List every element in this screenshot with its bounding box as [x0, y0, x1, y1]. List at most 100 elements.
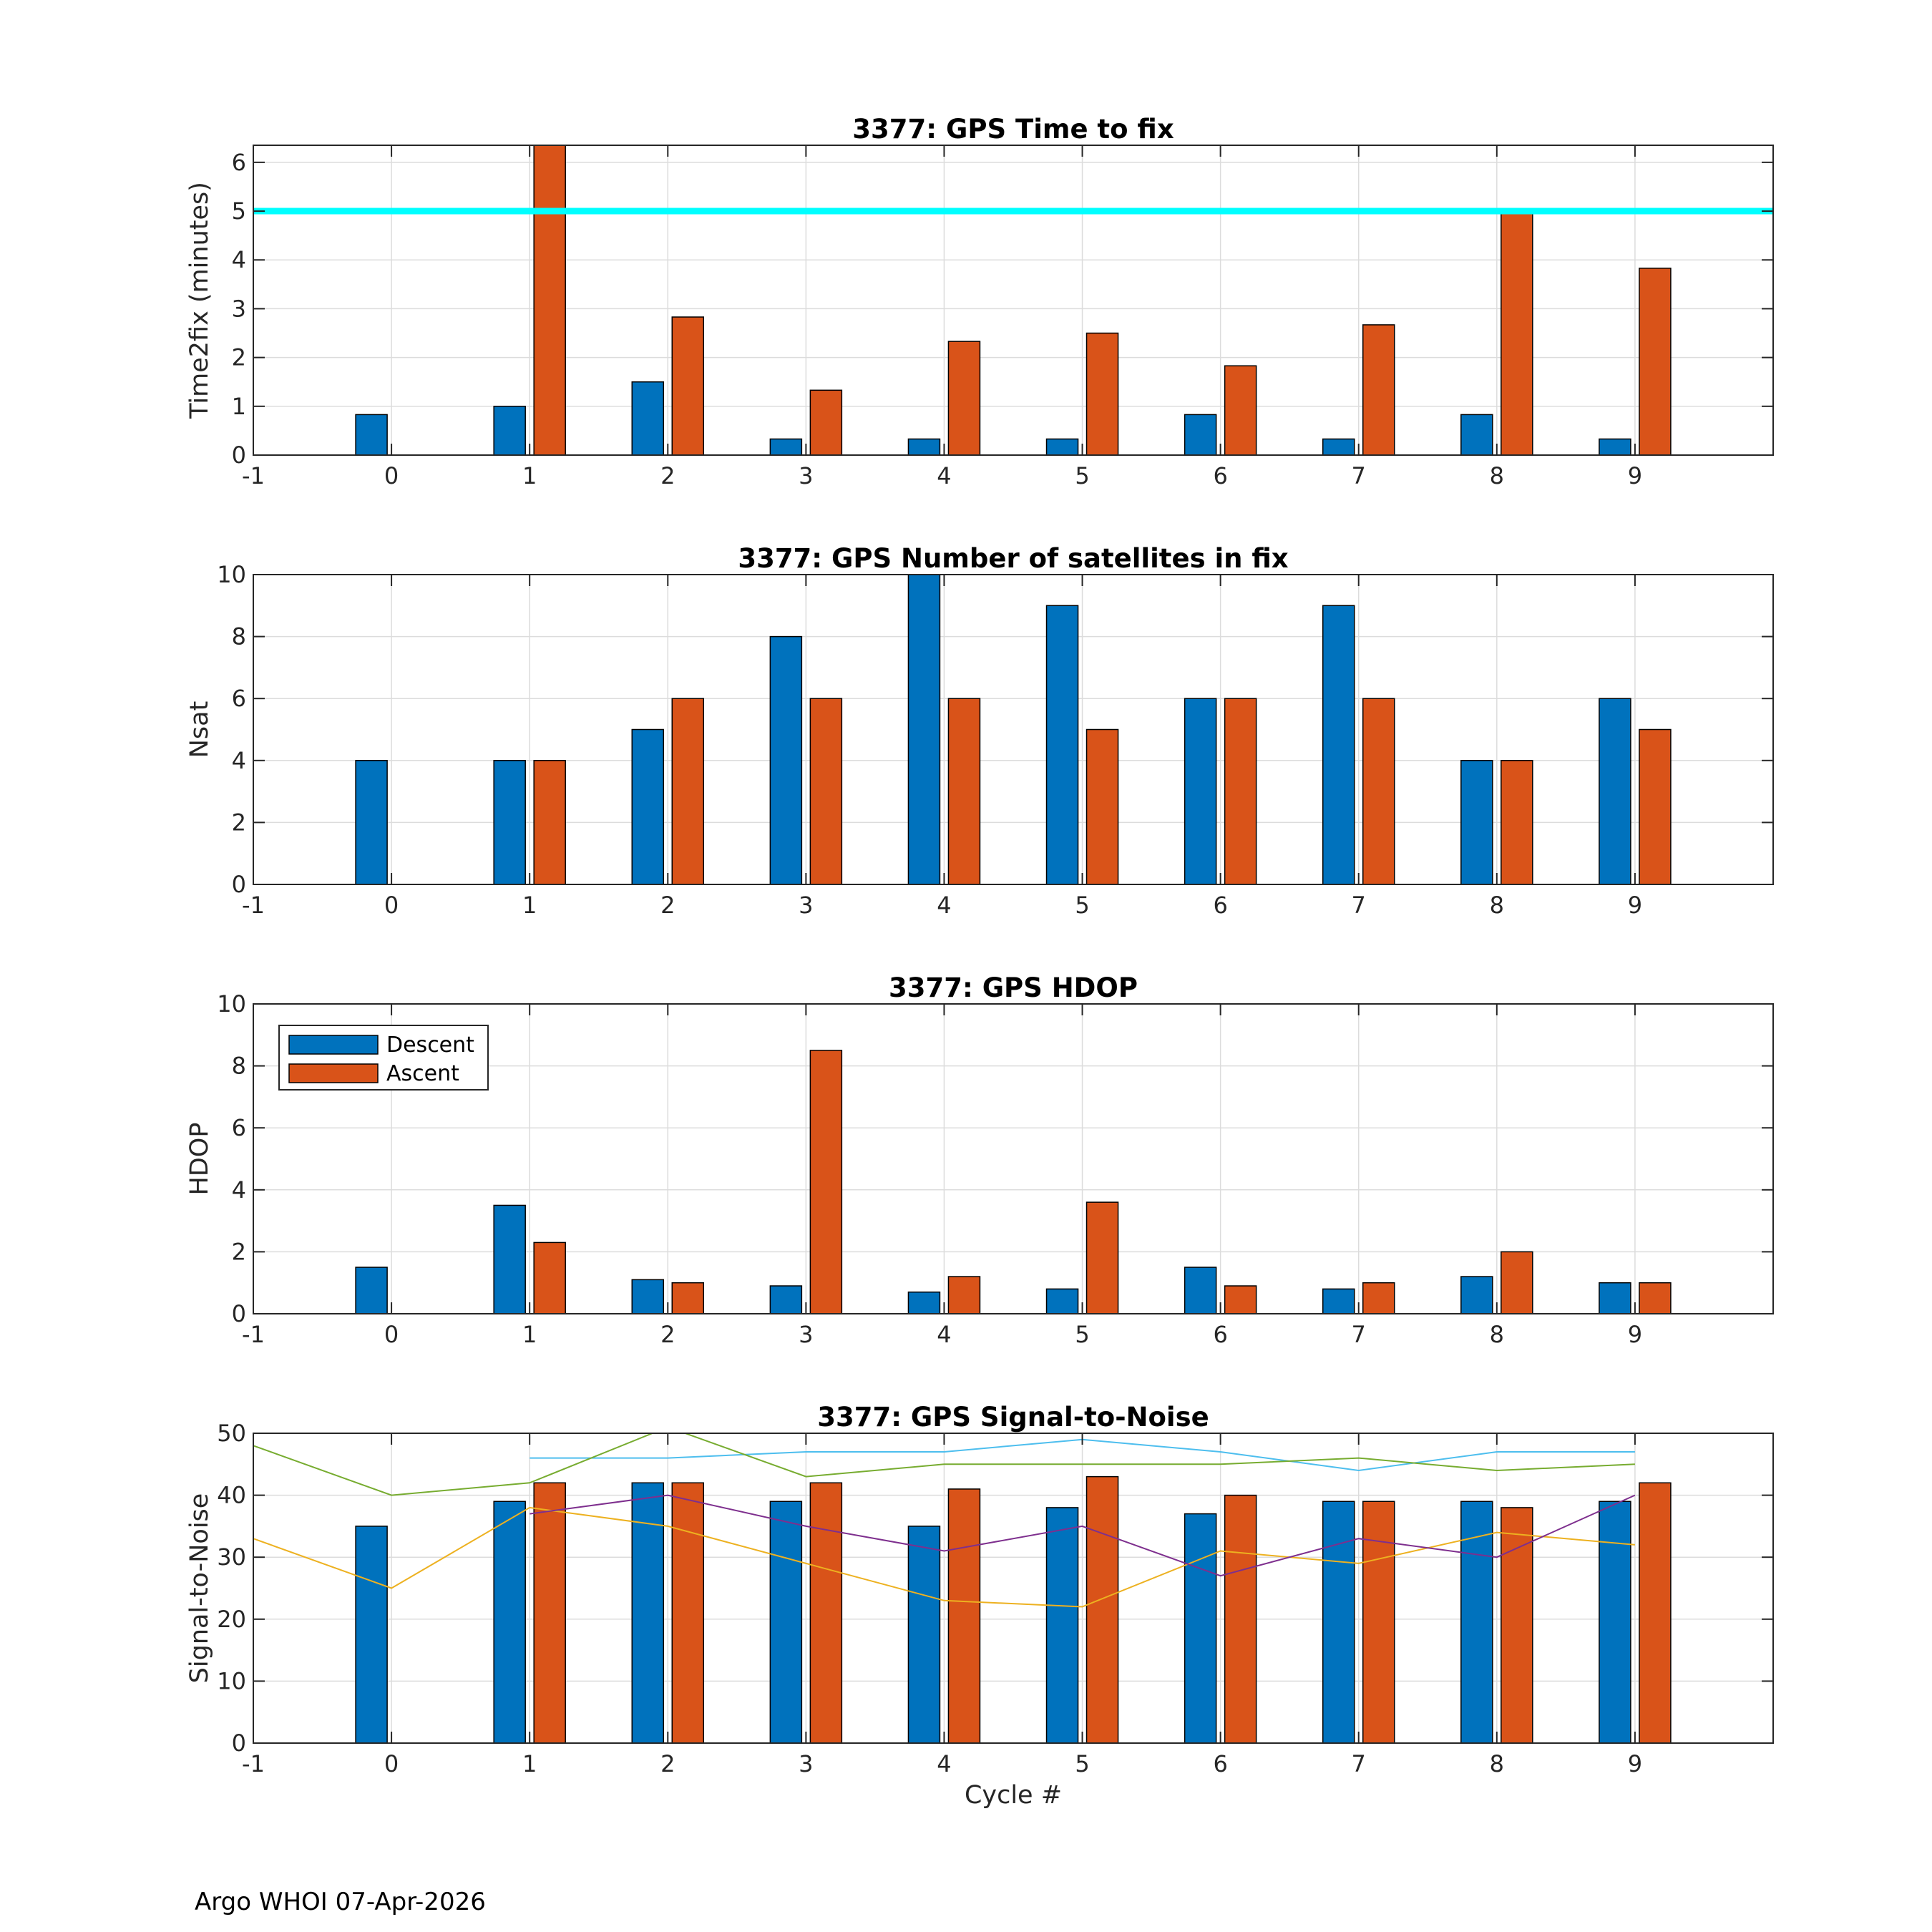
bar-ascent-3 — [809, 1482, 843, 1743]
bar-ascent-3 — [809, 389, 843, 455]
x-tick-label: 4 — [937, 462, 951, 489]
legend-label-descent: Descent — [386, 1033, 474, 1058]
y-tick-label: 0 — [232, 1729, 246, 1757]
bar-descent-0 — [355, 414, 388, 455]
bar-ascent-6 — [1224, 1494, 1257, 1743]
legend-swatch-ascent — [288, 1063, 379, 1083]
chart-title: 3377: GPS Number of satellites in fix — [738, 543, 1288, 574]
bar-descent-9 — [1599, 1501, 1631, 1743]
chart-title: 3377: GPS Signal-to-Noise — [817, 1402, 1209, 1433]
y-axis-label: Nsat — [185, 701, 214, 758]
bar-descent-3 — [769, 1501, 803, 1743]
bar-descent-7 — [1322, 438, 1355, 455]
chart-title: 3377: GPS Time to fix — [852, 114, 1174, 145]
bar-descent-6 — [1184, 414, 1217, 455]
x-tick-label: -1 — [242, 462, 265, 489]
plot-marks — [253, 145, 1773, 455]
x-tick-label: 6 — [1213, 1321, 1227, 1348]
x-tick-label: 2 — [660, 462, 675, 489]
x-tick-label: 7 — [1352, 1750, 1366, 1777]
bar-descent-9 — [1599, 698, 1631, 884]
x-tick-label: -1 — [242, 1321, 265, 1348]
x-tick-label: 0 — [384, 892, 399, 919]
x-tick-label: 7 — [1352, 1321, 1366, 1348]
y-tick-label: 10 — [217, 561, 246, 588]
x-tick-label: 6 — [1213, 462, 1227, 489]
bar-ascent-2 — [671, 1282, 705, 1314]
y-tick-label: 1 — [232, 393, 246, 420]
x-tick-label: 7 — [1352, 892, 1366, 919]
bar-ascent-6 — [1224, 365, 1257, 455]
bar-descent-4 — [907, 1291, 941, 1314]
plot-area — [253, 145, 1773, 455]
y-tick-label: 8 — [232, 623, 246, 650]
bar-ascent-5 — [1085, 1475, 1119, 1743]
y-tick-label: 4 — [232, 1176, 246, 1204]
plot-marks — [355, 1050, 1672, 1314]
x-tick-label: 8 — [1490, 1750, 1504, 1777]
axes-box — [253, 574, 1774, 885]
bar-ascent-7 — [1362, 1501, 1395, 1743]
bar-descent-4 — [907, 1526, 941, 1743]
x-tick-label: 1 — [522, 462, 537, 489]
x-tick-label: -1 — [242, 1750, 265, 1777]
bar-descent-5 — [1045, 605, 1079, 884]
y-tick-label: 8 — [232, 1053, 246, 1080]
bar-ascent-9 — [1639, 268, 1672, 455]
bar-descent-6 — [1184, 1267, 1217, 1314]
bar-ascent-5 — [1085, 1201, 1119, 1314]
x-tick-label: 0 — [384, 462, 399, 489]
x-tick-label: 1 — [522, 1750, 537, 1777]
bar-descent-4 — [907, 438, 941, 455]
bar-descent-7 — [1322, 1501, 1355, 1743]
bar-descent-5 — [1045, 438, 1079, 455]
x-tick-label: -1 — [242, 892, 265, 919]
bar-ascent-8 — [1501, 1251, 1533, 1314]
bar-ascent-5 — [1085, 332, 1119, 455]
x-tick-label: 4 — [937, 892, 951, 919]
bar-ascent-7 — [1362, 1282, 1395, 1314]
snr-line-purple — [530, 1494, 1636, 1577]
bar-ascent-7 — [1362, 324, 1395, 455]
bar-descent-1 — [493, 760, 526, 884]
bar-descent-8 — [1460, 1276, 1493, 1314]
x-tick-label: 2 — [660, 892, 675, 919]
snr-line-green — [253, 1433, 1635, 1496]
footer-credit: Argo WHOI 07-Apr-2026 — [195, 1888, 486, 1916]
y-tick-label: 6 — [232, 149, 246, 176]
bar-ascent-3 — [809, 1050, 843, 1314]
bar-descent-8 — [1460, 414, 1493, 455]
y-tick-label: 2 — [232, 344, 246, 371]
bar-ascent-1 — [533, 760, 566, 884]
bar-descent-0 — [355, 1267, 388, 1314]
bar-ascent-8 — [1501, 210, 1533, 455]
y-tick-label: 0 — [232, 1300, 246, 1327]
bar-descent-2 — [631, 1279, 665, 1314]
bar-descent-7 — [1322, 605, 1355, 884]
x-tick-label: 6 — [1213, 892, 1227, 919]
bar-descent-1 — [493, 406, 526, 455]
x-tick-label: 9 — [1628, 1750, 1642, 1777]
x-tick-label: 8 — [1490, 462, 1504, 489]
x-axis-label: Cycle # — [965, 1781, 1062, 1810]
y-tick-label: 20 — [217, 1606, 246, 1633]
bar-ascent-2 — [671, 1482, 705, 1743]
bar-descent-3 — [769, 438, 803, 455]
y-tick-label: 6 — [232, 1114, 246, 1141]
bar-ascent-2 — [671, 698, 705, 884]
x-tick-label: 5 — [1075, 1321, 1089, 1348]
bar-ascent-4 — [947, 1488, 981, 1743]
plot-area — [253, 1433, 1773, 1743]
bar-ascent-1 — [533, 1482, 566, 1743]
bar-ascent-4 — [947, 341, 981, 455]
bar-ascent-8 — [1501, 1507, 1533, 1743]
y-tick-label: 2 — [232, 1238, 246, 1265]
y-axis-label: Time2fix (minutes) — [185, 182, 214, 419]
axes-box — [253, 1003, 1774, 1314]
bar-descent-8 — [1460, 760, 1493, 884]
